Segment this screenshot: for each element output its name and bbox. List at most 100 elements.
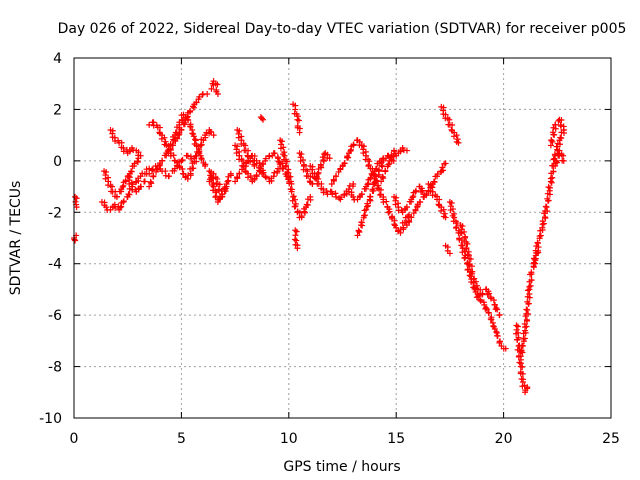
data-point xyxy=(393,194,400,201)
data-point xyxy=(552,157,559,164)
data-point xyxy=(210,132,217,139)
data-point xyxy=(406,217,413,224)
data-point xyxy=(523,306,530,313)
data-point xyxy=(198,141,205,148)
data-point xyxy=(378,178,385,185)
y-tick-label: 4 xyxy=(53,51,62,67)
data-point xyxy=(448,126,455,133)
data-point xyxy=(247,172,254,179)
x-tick-label: 0 xyxy=(70,431,79,447)
data-point xyxy=(481,301,488,308)
data-point xyxy=(242,142,249,149)
x-tick-label: 10 xyxy=(280,431,298,447)
data-point xyxy=(294,245,301,252)
data-point xyxy=(518,376,525,383)
data-point xyxy=(365,162,372,169)
data-point xyxy=(214,91,221,97)
data-point xyxy=(526,283,533,290)
data-point xyxy=(560,127,567,133)
data-point xyxy=(341,160,348,167)
data-point xyxy=(113,193,120,200)
data-point xyxy=(386,161,393,168)
data-point xyxy=(548,137,555,144)
data-point xyxy=(524,287,531,294)
data-point xyxy=(283,158,290,165)
data-point xyxy=(288,188,295,195)
data-point xyxy=(249,157,256,164)
data-point xyxy=(189,130,196,137)
data-point xyxy=(326,155,333,162)
data-point xyxy=(137,183,144,190)
data-point xyxy=(203,129,210,136)
data-point xyxy=(430,178,437,185)
y-tick-label: 2 xyxy=(53,102,62,118)
data-point xyxy=(146,121,153,128)
data-point xyxy=(552,163,559,169)
x-axis-label: GPS time / hours xyxy=(283,459,400,475)
data-point xyxy=(279,138,286,145)
x-tick-label: 25 xyxy=(602,431,620,447)
data-point xyxy=(358,191,365,198)
data-point xyxy=(296,129,303,136)
data-point xyxy=(323,187,330,194)
data-point xyxy=(190,165,197,172)
data-point xyxy=(435,201,442,208)
data-point xyxy=(256,159,263,166)
data-point xyxy=(552,121,559,128)
data-point xyxy=(385,209,392,216)
data-point xyxy=(467,256,474,263)
data-point xyxy=(544,208,551,215)
data-point xyxy=(260,116,267,123)
data-point xyxy=(454,136,461,143)
data-point xyxy=(379,173,386,180)
data-point xyxy=(547,142,554,149)
data-point xyxy=(516,359,523,366)
data-point xyxy=(292,106,299,113)
plot-frame xyxy=(73,57,612,419)
data-point xyxy=(360,143,367,150)
data-point xyxy=(291,196,298,203)
data-point xyxy=(293,228,300,235)
data-point xyxy=(194,142,201,149)
data-point xyxy=(477,297,484,304)
data-point xyxy=(382,167,389,174)
data-point xyxy=(120,198,127,205)
data-point xyxy=(502,345,509,352)
y-tick-label: -10 xyxy=(39,411,62,427)
data-point xyxy=(259,160,266,167)
data-point xyxy=(227,170,234,177)
data-point xyxy=(519,342,526,349)
data-point xyxy=(292,203,299,210)
x-tick-label: 20 xyxy=(495,431,513,447)
data-point xyxy=(539,218,546,225)
data-point xyxy=(455,139,462,146)
data-point xyxy=(119,184,126,191)
data-point xyxy=(126,174,133,181)
data-point xyxy=(174,163,181,170)
data-point xyxy=(542,215,549,222)
data-point xyxy=(464,251,471,258)
data-point xyxy=(291,203,298,210)
data-point xyxy=(453,224,460,231)
data-point xyxy=(530,255,537,262)
data-point xyxy=(216,181,223,188)
data-point xyxy=(287,173,294,180)
data-point xyxy=(221,186,228,193)
data-point xyxy=(385,161,392,168)
data-point xyxy=(223,183,230,190)
data-point xyxy=(178,126,185,133)
data-point xyxy=(364,200,371,207)
data-point xyxy=(423,192,430,199)
data-point xyxy=(494,333,501,340)
data-point xyxy=(369,186,376,193)
data-point xyxy=(363,206,370,213)
data-point xyxy=(146,183,153,190)
data-point xyxy=(152,163,159,169)
data-point xyxy=(446,116,453,123)
data-point xyxy=(434,170,441,177)
data-point xyxy=(545,184,552,191)
data-point xyxy=(293,237,300,244)
data-point xyxy=(244,174,251,181)
data-point xyxy=(449,121,456,128)
data-point xyxy=(436,196,443,203)
